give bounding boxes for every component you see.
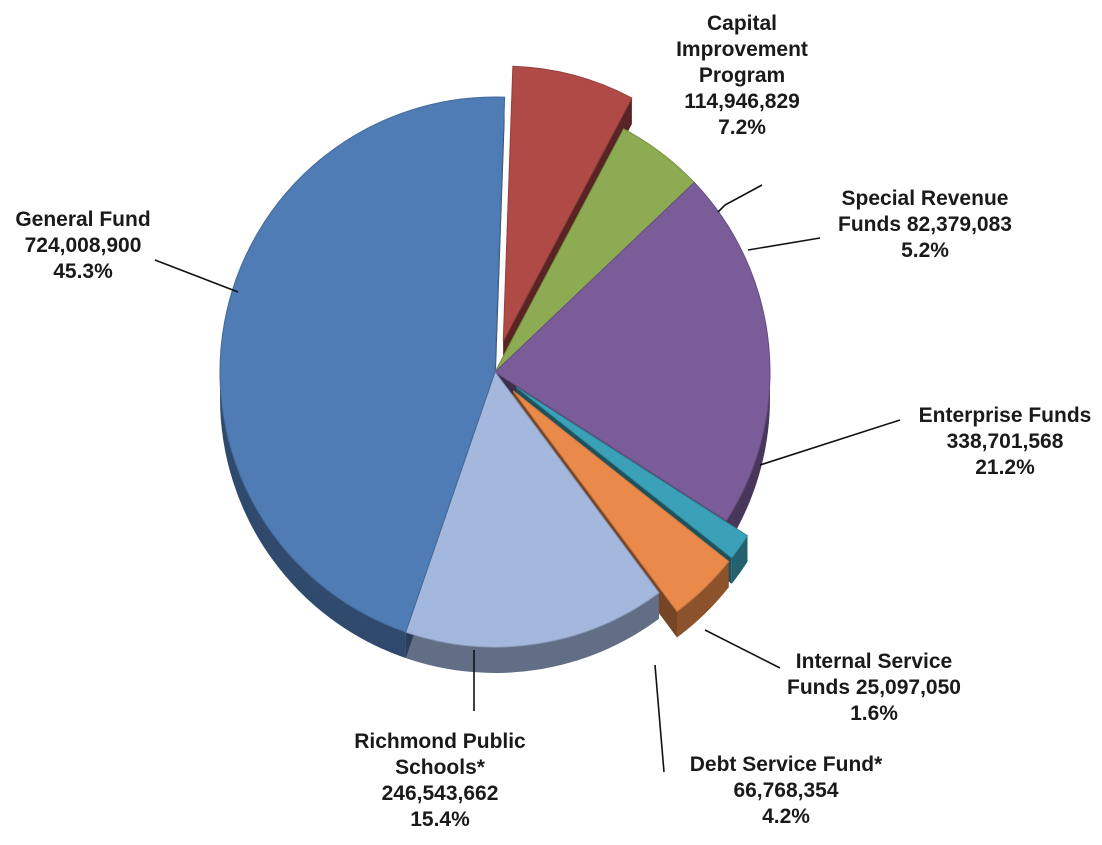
data-label-line: 114,946,829 xyxy=(684,90,800,113)
data-label-line: 45.3% xyxy=(53,260,113,283)
pie-slice-rim xyxy=(731,535,748,584)
data-label-rps: Richmond Public Schools* 246,543,662 15.4% xyxy=(354,730,526,831)
data-label-line: Richmond Public xyxy=(354,730,526,753)
data-label-line: Improvement xyxy=(676,38,808,61)
pie-slice-debt xyxy=(512,390,730,613)
pie-slice-cip xyxy=(502,65,633,342)
data-label-line: Funds 25,097,050 xyxy=(787,676,961,699)
pie-slice-enterprise xyxy=(494,181,771,522)
pie-slice-rim xyxy=(219,372,406,659)
data-label-line: 246,543,662 xyxy=(382,782,499,805)
data-label-line: Special Revenue xyxy=(842,187,1009,210)
data-label-line: 338,701,568 xyxy=(947,430,1064,453)
leader-line-enterprise xyxy=(759,419,901,466)
data-label-line: Enterprise Funds xyxy=(919,404,1092,427)
data-label-line: Capital xyxy=(707,12,777,35)
data-label-line: 5.2% xyxy=(901,239,949,262)
data-label-enterprise: Enterprise Funds 338,701,568 21.2% xyxy=(919,404,1092,479)
pie-tops xyxy=(219,65,771,648)
leader-lines xyxy=(154,184,901,773)
data-label-line: 66,768,354 xyxy=(733,779,838,802)
data-label-line: 21.2% xyxy=(975,456,1035,479)
leader-line-cip xyxy=(717,184,763,213)
pie-slice-general xyxy=(219,96,506,633)
data-label-line: 4.2% xyxy=(762,805,810,828)
data-label-line: Debt Service Fund* xyxy=(690,753,883,776)
pie-slice-rim xyxy=(677,561,729,638)
pie-slice-rps xyxy=(405,370,660,648)
pie-slice-rim xyxy=(405,592,659,673)
data-label-line: Internal Service xyxy=(796,650,952,673)
leader-line-special xyxy=(747,237,821,251)
leader-line-internal xyxy=(704,629,781,669)
slice-labels: Capital Improvement Program 114,946,829 7.2%… xyxy=(15,12,1091,831)
leader-line-general xyxy=(154,259,239,293)
data-label-internal: Internal Service Funds 25,097,050 1.6% xyxy=(787,650,961,725)
data-label-debt: Debt Service Fund* 66,768,354 4.2% xyxy=(690,753,883,828)
data-label-line: Schools* xyxy=(395,756,486,779)
data-label-general: General Fund 724,008,900 45.3% xyxy=(15,208,150,283)
data-label-line: 1.6% xyxy=(850,702,898,725)
data-label-special: Special Revenue Funds 82,379,083 5.2% xyxy=(838,187,1012,262)
data-label-line: 15.4% xyxy=(410,808,470,831)
data-label-line: 724,008,900 xyxy=(25,234,142,257)
data-label-cip: Capital Improvement Program 114,946,829 7.2% xyxy=(676,12,808,139)
data-label-line: Funds 82,379,083 xyxy=(838,213,1012,236)
data-label-line: General Fund xyxy=(15,208,150,231)
leader-line-debt xyxy=(654,664,665,773)
data-label-line: 7.2% xyxy=(718,116,766,139)
data-label-line: Program xyxy=(699,64,785,87)
pie-slice-internal xyxy=(515,386,749,559)
